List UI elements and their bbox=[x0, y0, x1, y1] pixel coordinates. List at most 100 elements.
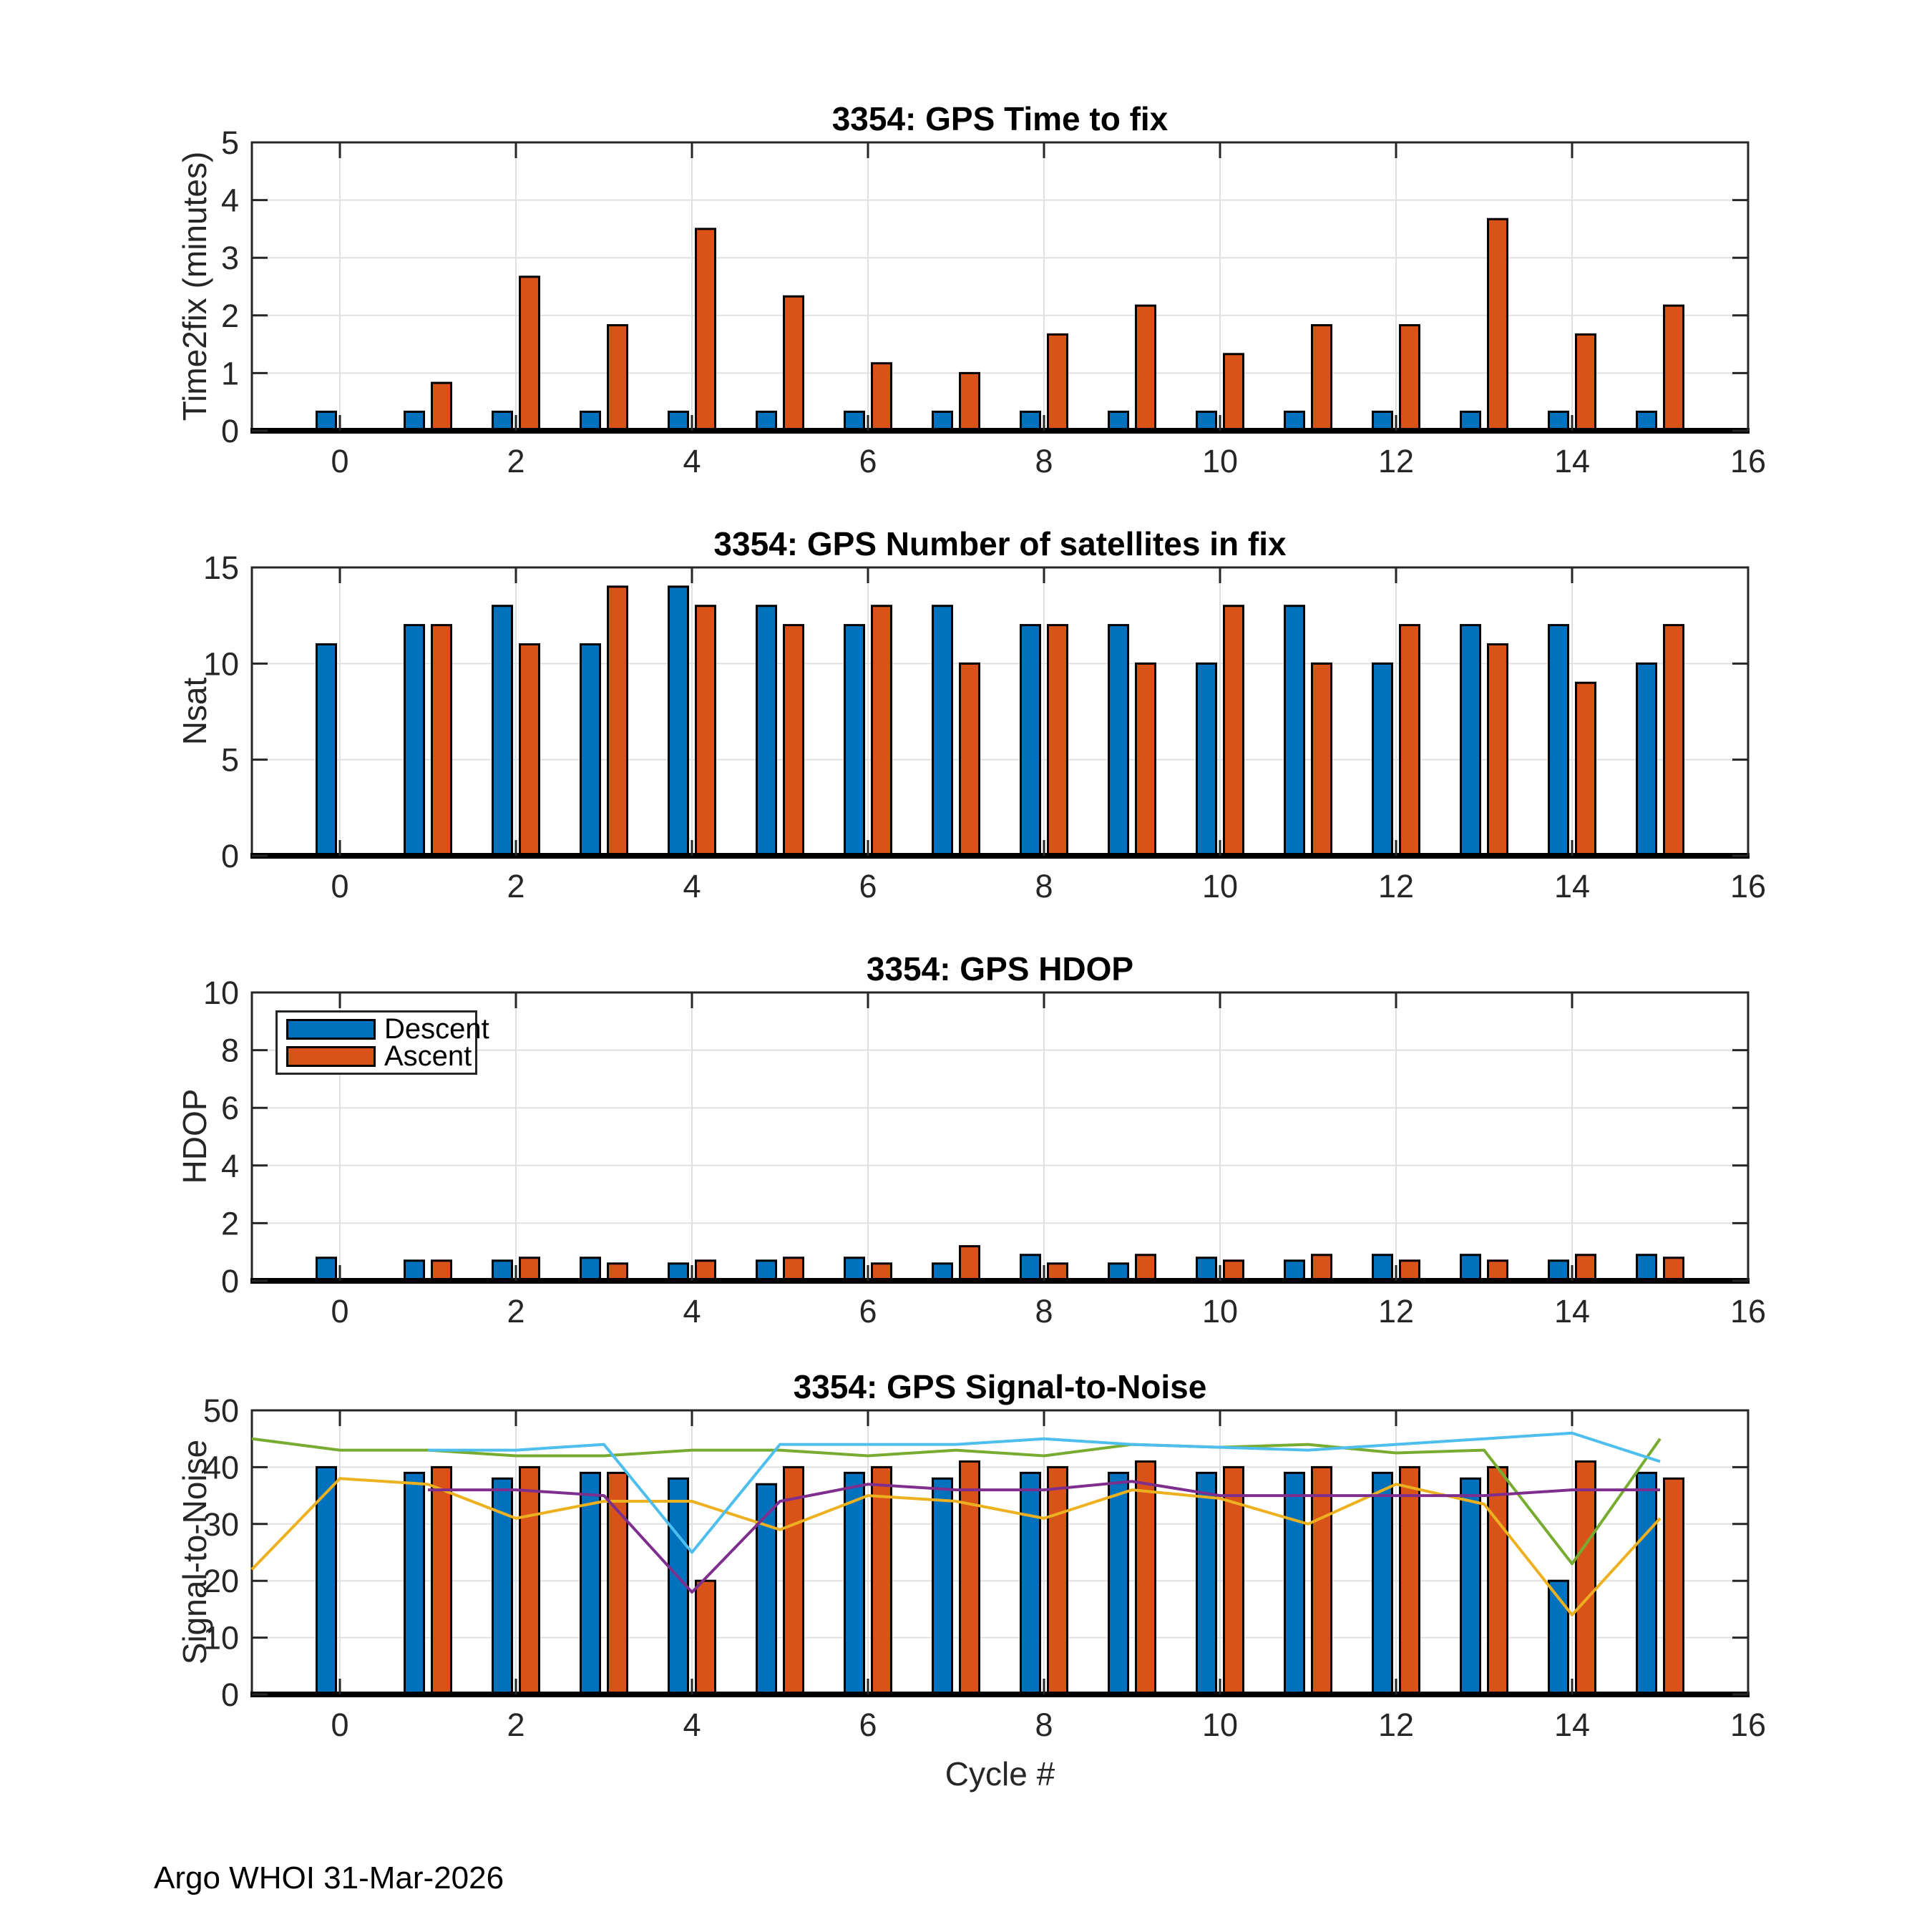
y-tick-label: 1 bbox=[221, 355, 239, 391]
bar-descent-cycle-5 bbox=[756, 1259, 777, 1282]
snr-line-purple bbox=[428, 1480, 1660, 1594]
legend: Descent Ascent bbox=[275, 1010, 489, 1075]
bar-ascent-cycle-15 bbox=[1663, 624, 1684, 857]
legend-swatch-ascent bbox=[286, 1045, 376, 1067]
bar-descent-cycle-15 bbox=[1636, 662, 1657, 857]
bar-ascent-cycle-3 bbox=[607, 1471, 628, 1696]
bar-ascent-cycle-11 bbox=[1311, 662, 1332, 857]
bar-descent-cycle-0 bbox=[316, 1465, 337, 1696]
bar-descent-cycle-8 bbox=[1020, 1471, 1041, 1696]
y-tick-label: 20 bbox=[203, 1563, 239, 1599]
y-tick-label: 0 bbox=[221, 838, 239, 874]
bar-ascent-cycle-8 bbox=[1047, 1465, 1068, 1696]
bar-ascent-cycle-11 bbox=[1311, 1465, 1332, 1696]
x-tick-label: 16 bbox=[1730, 1293, 1766, 1330]
y-tick-label: 5 bbox=[221, 125, 239, 161]
bar-ascent-cycle-15 bbox=[1663, 1257, 1684, 1282]
y-tick-label: 0 bbox=[221, 1263, 239, 1299]
bar-ascent-cycle-15 bbox=[1663, 1477, 1684, 1696]
bar-descent-cycle-11 bbox=[1284, 605, 1305, 857]
bar-ascent-cycle-4 bbox=[695, 228, 716, 432]
x-tick-label: 0 bbox=[331, 1293, 348, 1330]
legend-swatch-descent bbox=[286, 1018, 376, 1040]
x-tick-label: 14 bbox=[1554, 1293, 1590, 1330]
bar-ascent-cycle-14 bbox=[1575, 333, 1596, 432]
x-tick-label: 6 bbox=[859, 868, 877, 904]
x-tick-label: 12 bbox=[1378, 1707, 1414, 1743]
x-tick-label: 6 bbox=[859, 1293, 877, 1330]
bar-descent-cycle-10 bbox=[1196, 410, 1217, 432]
x-tick-label: 16 bbox=[1730, 443, 1766, 479]
bar-ascent-cycle-12 bbox=[1399, 1259, 1420, 1282]
bar-ascent-cycle-8 bbox=[1047, 1262, 1068, 1282]
bar-ascent-cycle-7 bbox=[959, 371, 980, 432]
x-tick-label: 14 bbox=[1554, 1707, 1590, 1743]
bar-descent-cycle-0 bbox=[316, 643, 337, 857]
y-axis-label-nsat: Nsat bbox=[176, 677, 213, 746]
x-tick-label: 4 bbox=[683, 868, 701, 904]
bar-descent-cycle-11 bbox=[1284, 1471, 1305, 1696]
bar-ascent-cycle-3 bbox=[607, 1262, 628, 1282]
bar-descent-cycle-6 bbox=[844, 1471, 865, 1696]
bar-ascent-cycle-6 bbox=[871, 605, 892, 857]
bar-descent-cycle-3 bbox=[580, 643, 601, 857]
axis-box bbox=[250, 141, 1750, 432]
bar-ascent-cycle-14 bbox=[1575, 1254, 1596, 1282]
bar-ascent-cycle-9 bbox=[1135, 662, 1156, 857]
bar-ascent-cycle-10 bbox=[1223, 353, 1244, 432]
bar-ascent-cycle-3 bbox=[607, 585, 628, 857]
bar-descent-cycle-14 bbox=[1548, 624, 1569, 857]
y-tick-label: 30 bbox=[203, 1506, 239, 1543]
bar-ascent-cycle-15 bbox=[1663, 304, 1684, 432]
bar-descent-cycle-2 bbox=[492, 1259, 513, 1282]
bar-descent-cycle-15 bbox=[1636, 1471, 1657, 1696]
bar-ascent-cycle-9 bbox=[1135, 1254, 1156, 1282]
subplot2-title: 3354: GPS Number of satellites in fix bbox=[713, 525, 1287, 562]
legend-item-ascent: Ascent bbox=[286, 1040, 475, 1072]
subplot4-title: 3354: GPS Signal-to-Noise bbox=[793, 1368, 1207, 1405]
y-axis-label-time2fix: Time2fix (minutes) bbox=[176, 151, 213, 421]
x-tick-label: 8 bbox=[1035, 1293, 1053, 1330]
bar-descent-cycle-2 bbox=[492, 605, 513, 857]
x-tick-label: 12 bbox=[1378, 1293, 1414, 1330]
x-tick-label: 4 bbox=[683, 443, 701, 479]
y-axis-label-hdop: HDOP bbox=[176, 1088, 213, 1184]
bar-ascent-cycle-11 bbox=[1311, 1254, 1332, 1282]
x-axis-label: Cycle # bbox=[945, 1755, 1055, 1792]
bar-descent-cycle-13 bbox=[1460, 1477, 1481, 1696]
x-tick-label: 0 bbox=[331, 1707, 348, 1743]
bar-ascent-cycle-10 bbox=[1223, 1259, 1244, 1282]
y-tick-label: 50 bbox=[203, 1392, 239, 1429]
bar-descent-cycle-10 bbox=[1196, 1257, 1217, 1282]
bar-descent-cycle-1 bbox=[404, 1259, 425, 1282]
bar-descent-cycle-13 bbox=[1460, 1254, 1481, 1282]
subplot3-title: 3354: GPS HDOP bbox=[866, 950, 1134, 987]
legend-label-ascent: Ascent bbox=[384, 1040, 472, 1072]
bar-ascent-cycle-12 bbox=[1399, 324, 1420, 432]
bar-ascent-cycle-11 bbox=[1311, 324, 1332, 432]
x-tick-label: 0 bbox=[331, 868, 348, 904]
y-tick-label: 3 bbox=[221, 240, 239, 276]
bar-descent-cycle-9 bbox=[1108, 1262, 1129, 1282]
snr-line-yellow bbox=[250, 1477, 1662, 1616]
y-tick-label: 10 bbox=[203, 1620, 239, 1657]
bar-ascent-cycle-1 bbox=[431, 1259, 452, 1282]
bar-ascent-cycle-3 bbox=[607, 324, 628, 432]
x-tick-label: 10 bbox=[1202, 1707, 1238, 1743]
bar-ascent-cycle-14 bbox=[1575, 681, 1596, 857]
bar-descent-cycle-7 bbox=[932, 1262, 953, 1282]
x-tick-label: 2 bbox=[507, 1293, 525, 1330]
y-tick-label: 15 bbox=[203, 550, 239, 586]
x-tick-label: 12 bbox=[1378, 868, 1414, 904]
y-tick-label: 4 bbox=[221, 1148, 239, 1184]
x-tick-label: 16 bbox=[1730, 868, 1766, 904]
bar-descent-cycle-4 bbox=[668, 1477, 689, 1696]
bar-ascent-cycle-13 bbox=[1487, 218, 1508, 432]
y-tick-label: 5 bbox=[221, 742, 239, 779]
snr-line-green bbox=[251, 1437, 1662, 1566]
y-tick-label: 2 bbox=[221, 1205, 239, 1241]
bar-descent-cycle-3 bbox=[580, 1471, 601, 1696]
bar-descent-cycle-13 bbox=[1460, 410, 1481, 432]
